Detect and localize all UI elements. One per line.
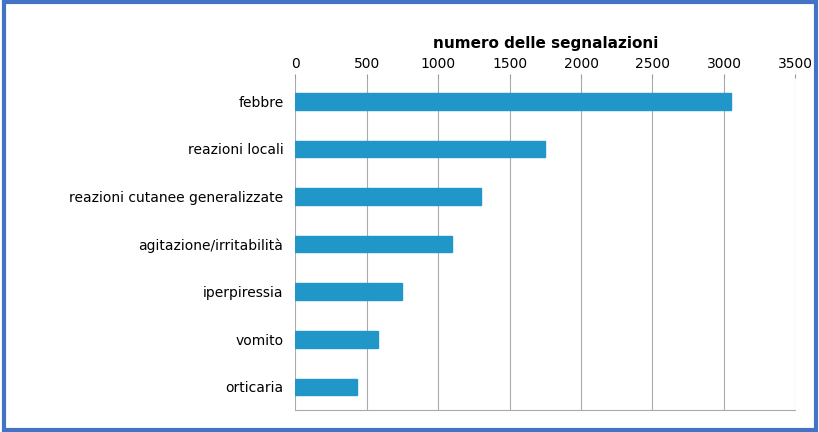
Bar [295, 331, 378, 348]
Bar [295, 283, 402, 300]
Bar [295, 236, 452, 252]
X-axis label: numero delle segnalazioni: numero delle segnalazioni [432, 36, 657, 51]
Bar [295, 93, 731, 110]
Bar [295, 188, 481, 205]
Bar [295, 378, 356, 395]
Bar [295, 140, 545, 157]
